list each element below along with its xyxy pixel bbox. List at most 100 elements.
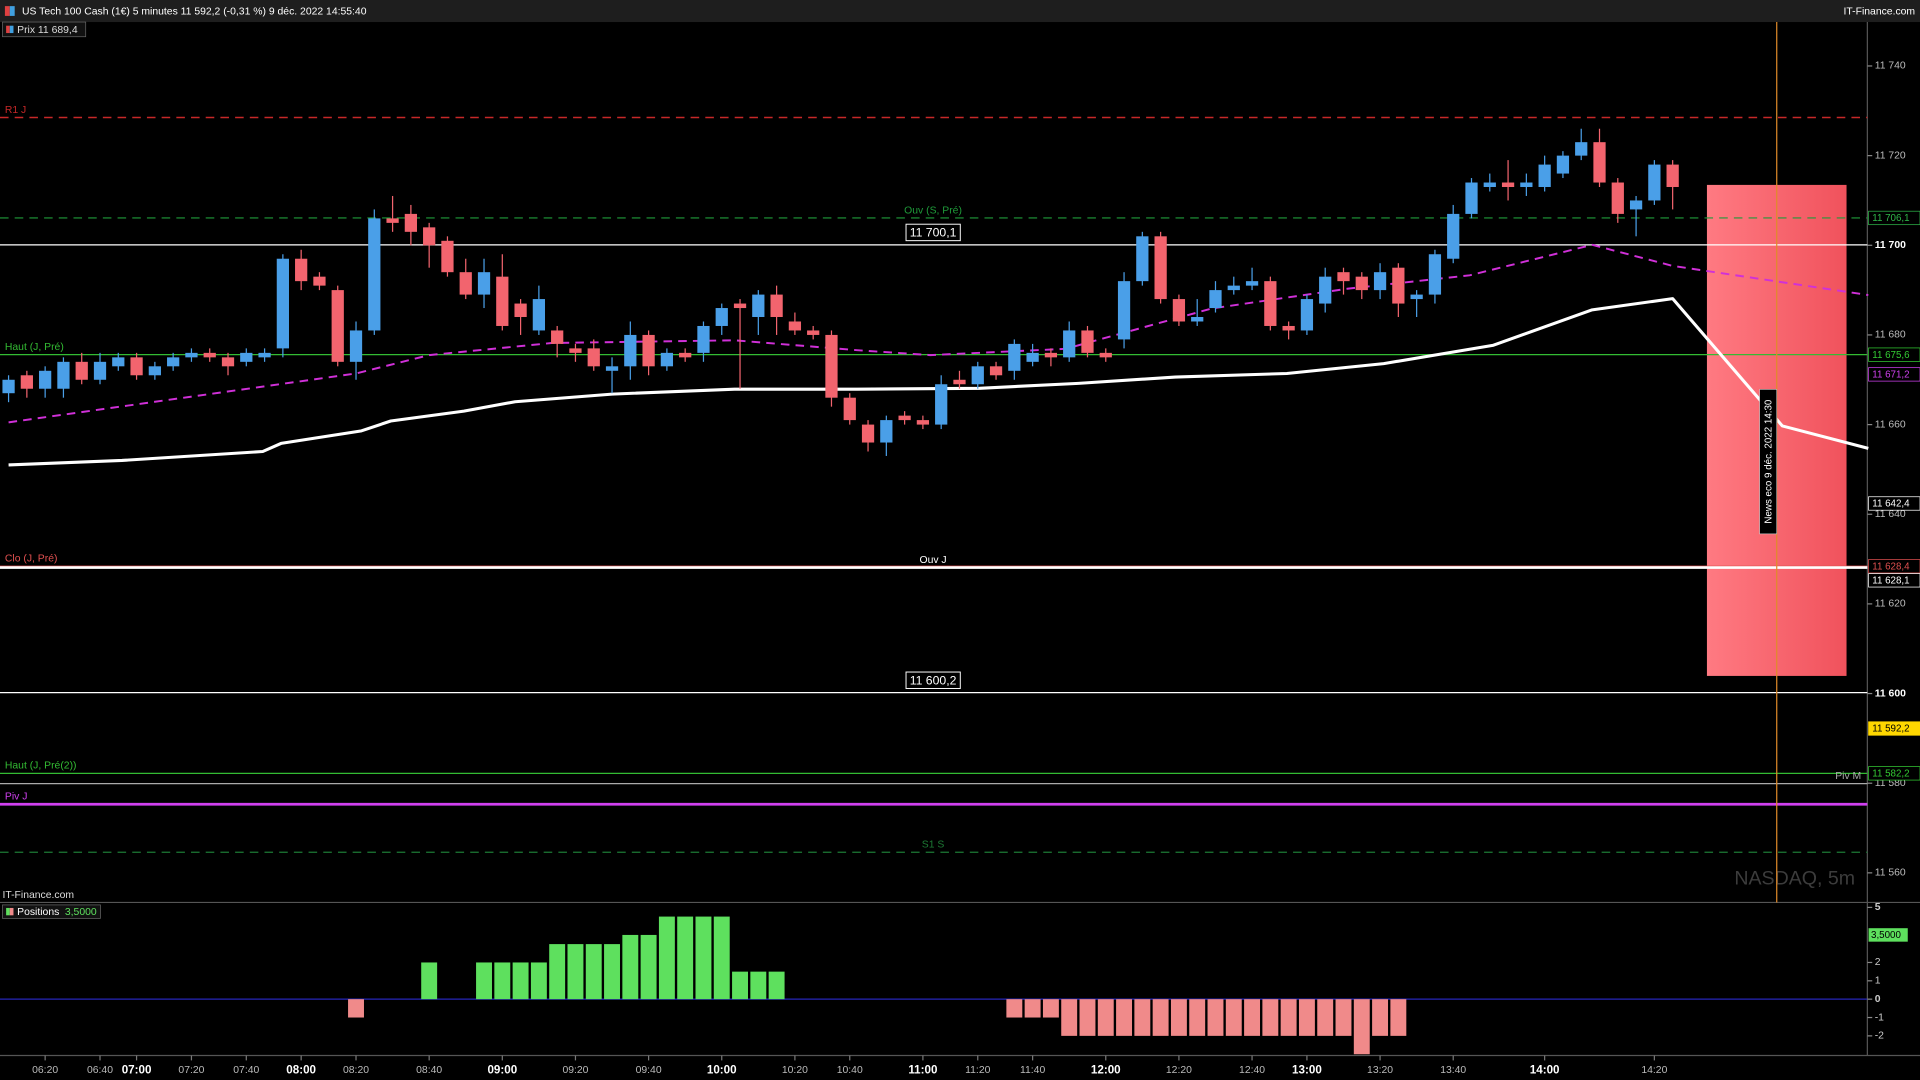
level-label: Piv M (1835, 771, 1861, 782)
candle-body (1008, 343, 1021, 371)
candle-body (697, 325, 710, 353)
position-bar (567, 944, 584, 1000)
candle-body (313, 276, 326, 286)
candle-body (368, 218, 381, 331)
candle-body (1465, 182, 1478, 214)
candle-body (551, 330, 564, 344)
candle-body (39, 370, 52, 389)
price-tag (1868, 721, 1920, 736)
level-label: Haut (J, Pré(2)) (5, 761, 77, 772)
position-bar (530, 962, 547, 1000)
candle-body (1575, 142, 1588, 156)
x-tick-label: 11:20 (965, 1065, 990, 1076)
candle-body (569, 348, 582, 353)
position-bar (476, 962, 492, 1000)
level-box-label: 11 700,1 (910, 225, 957, 239)
candle-body (1136, 236, 1149, 282)
price-tag-label: 11 592,2 (1872, 724, 1909, 735)
y-tick-label: 1 (1875, 976, 1881, 987)
candle-body (1117, 281, 1131, 340)
candle-body (93, 361, 107, 380)
candle-body (843, 397, 856, 421)
position-bar (1298, 999, 1315, 1036)
price-tag-label: 11 671,2 (1872, 370, 1909, 381)
price-tag-label: 11 628,1 (1872, 576, 1909, 587)
candle-body (1264, 281, 1277, 326)
candle-body (1611, 182, 1624, 214)
position-bar (1244, 999, 1261, 1036)
candle-body (1300, 299, 1314, 331)
current-tag (1868, 928, 1908, 942)
candle-body (1081, 330, 1094, 353)
price-legend: Prix 11 689,4 (17, 25, 78, 36)
price-tag-label: 11 675,6 (1872, 350, 1910, 361)
candle-body (423, 227, 436, 246)
positions-value: 3,5000 (65, 907, 97, 918)
level-label: Ouv J (919, 555, 946, 566)
x-tick-label: 14:00 (1530, 1063, 1560, 1076)
candle-body (1520, 182, 1533, 188)
candle-body (770, 294, 783, 318)
watermark: NASDAQ, 5m (1734, 867, 1855, 889)
current-tag-label: 3,5000 (1871, 930, 1901, 941)
x-tick-label: 10:40 (837, 1065, 863, 1076)
candle-body (1154, 236, 1167, 300)
price-tag (1868, 573, 1920, 588)
candle-body (1319, 276, 1332, 304)
x-tick-label: 09:00 (487, 1063, 517, 1076)
price-tag-label: 11 628,4 (1872, 561, 1910, 572)
position-bar (1006, 999, 1023, 1018)
candle-body (331, 290, 344, 362)
level-box-label: 11 600,2 (910, 673, 957, 687)
level-box (905, 223, 961, 242)
candle-body (203, 352, 216, 358)
price-tag-label: 11 642,4 (1872, 499, 1910, 510)
candle-body (1373, 272, 1387, 291)
position-bar (1134, 999, 1151, 1036)
candle-body (514, 303, 527, 318)
candle-body (459, 272, 472, 295)
candle-body (807, 330, 820, 335)
x-tick-label: 09:40 (636, 1065, 662, 1076)
x-tick-label: 06:20 (32, 1065, 58, 1076)
candle-body (679, 352, 692, 358)
title-bar (0, 0, 1920, 23)
candle-body (1282, 325, 1295, 331)
candle-body (57, 361, 70, 389)
position-bar (1280, 999, 1297, 1036)
x-tick-label: 06:40 (87, 1065, 113, 1076)
price-tag (1868, 367, 1920, 382)
candle-body (1026, 352, 1039, 362)
x-tick-label: 08:40 (416, 1065, 442, 1076)
app-icon (4, 6, 10, 16)
legend-icon (6, 25, 10, 34)
window-title: US Tech 100 Cash (1€) 5 minutes 11 592,2… (22, 6, 367, 17)
y-tick-label: -1 (1875, 1012, 1884, 1023)
candle-body (788, 321, 802, 331)
level-label: R1 J (5, 105, 26, 116)
indicator-line (8, 297, 1869, 467)
position-bar (750, 971, 767, 1000)
candle-body (75, 361, 88, 380)
candle-body (587, 348, 600, 367)
legend-icon (9, 25, 14, 34)
level-label: S1 S (922, 840, 945, 851)
level-label: Ouv (S, Pré) (904, 205, 962, 216)
position-bar (1317, 999, 1334, 1036)
candle-body (258, 352, 271, 358)
position-bar (512, 962, 529, 1000)
x-tick-label: 10:20 (782, 1065, 808, 1076)
candle-body (1648, 164, 1661, 201)
position-bar (713, 916, 730, 1000)
x-tick-label: 13:40 (1440, 1065, 1466, 1076)
y-tick-label: 11 720 (1875, 150, 1906, 161)
position-bar (1024, 999, 1041, 1018)
position-bar (1170, 999, 1187, 1036)
candle-body (496, 276, 509, 326)
candle-body (386, 218, 399, 223)
candle-body (605, 366, 619, 371)
price-tag-label: 11 706,1 (1872, 213, 1909, 224)
candle-body (1337, 272, 1350, 282)
position-bar (1189, 999, 1206, 1036)
y-tick-label: 5 (1875, 902, 1881, 913)
